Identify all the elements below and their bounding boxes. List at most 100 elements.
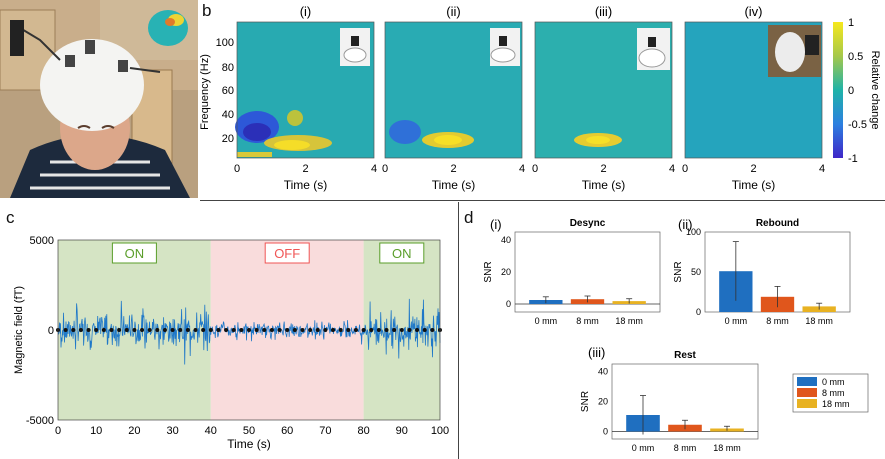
spectrogram-panel: (i) (ii) (iii) (iv) 0 2 4Time (s)10080604020F… bbox=[200, 0, 885, 200]
trigger-marker bbox=[247, 328, 251, 332]
timeseries-xlabel: Time (s) bbox=[227, 437, 271, 451]
y-tick-label: -5000 bbox=[26, 415, 54, 427]
trigger-marker bbox=[270, 328, 274, 332]
trigger-marker bbox=[163, 328, 167, 332]
spectrogram-xlabel: Time (s) bbox=[284, 178, 328, 192]
trigger-marker bbox=[369, 328, 373, 332]
trigger-marker bbox=[262, 328, 266, 332]
trigger-marker bbox=[109, 328, 113, 332]
trigger-marker bbox=[216, 328, 220, 332]
x-tick-label: 40 bbox=[205, 425, 217, 437]
y-tick-label: 20 bbox=[501, 267, 511, 277]
trigger-marker bbox=[346, 328, 350, 332]
spectrogram-ii bbox=[385, 22, 522, 158]
spectrogram-xlabel: Time (s) bbox=[582, 178, 626, 192]
x-tick-label: 2 bbox=[750, 163, 756, 175]
trigger-marker bbox=[239, 328, 243, 332]
legend-label: 8 mm bbox=[822, 388, 845, 398]
trigger-marker bbox=[285, 328, 289, 332]
x-tick-label: 8 mm bbox=[674, 443, 697, 453]
y-tick-label: 20 bbox=[598, 397, 608, 407]
chart-sublabel: (iii) bbox=[588, 345, 605, 360]
legend-swatch bbox=[797, 399, 817, 408]
chart-title: Desync bbox=[570, 218, 606, 229]
trigger-marker bbox=[64, 328, 68, 332]
trigger-marker bbox=[300, 328, 304, 332]
trigger-marker bbox=[339, 328, 343, 332]
x-tick-label: 0 bbox=[532, 163, 538, 175]
trigger-marker bbox=[377, 328, 381, 332]
spectrogram-label: (i) bbox=[300, 4, 312, 19]
trigger-marker bbox=[323, 328, 327, 332]
spectrogram-iv bbox=[685, 22, 822, 158]
colorbar bbox=[833, 22, 843, 158]
x-tick-label: 2 bbox=[600, 163, 606, 175]
y-tick-label: 40 bbox=[501, 235, 511, 245]
spectrogram-xlabel: Time (s) bbox=[432, 178, 476, 192]
chart-title: Rest bbox=[674, 350, 696, 361]
legend-label: 18 mm bbox=[822, 399, 850, 409]
trigger-marker bbox=[354, 328, 358, 332]
x-tick-label: 70 bbox=[319, 425, 331, 437]
y-tick-label: 60 bbox=[222, 85, 234, 97]
chart-ylabel: SNR bbox=[673, 261, 684, 282]
x-tick-label: 90 bbox=[396, 425, 408, 437]
trigger-marker bbox=[255, 328, 259, 332]
condition-label: OFF bbox=[274, 246, 300, 261]
spectrogram-ylabel: Frequency (Hz) bbox=[200, 54, 211, 130]
trigger-marker bbox=[308, 328, 312, 332]
trigger-marker bbox=[87, 328, 91, 332]
legend-swatch bbox=[797, 388, 817, 397]
trigger-marker bbox=[79, 328, 83, 332]
legend-swatch bbox=[797, 377, 817, 386]
x-tick-label: 0 bbox=[682, 163, 688, 175]
trigger-marker bbox=[224, 328, 228, 332]
bar-chart-rest: Rest (iii) 0 20 40 SNR 0 mm 8 mm 18 mm bbox=[580, 345, 758, 453]
x-tick-label: 60 bbox=[281, 425, 293, 437]
trigger-marker bbox=[140, 328, 144, 332]
chart-sublabel: (i) bbox=[490, 217, 502, 232]
colorbar-label: Relative change bbox=[869, 51, 881, 130]
x-tick-label: 0 bbox=[55, 425, 61, 437]
y-tick-label: 0 bbox=[603, 427, 608, 437]
condition-label: ON bbox=[125, 246, 145, 261]
trigger-marker bbox=[232, 328, 236, 332]
trigger-marker bbox=[293, 328, 297, 332]
timeseries-ylabel: Magnetic field (fT) bbox=[13, 286, 25, 374]
x-tick-label: 100 bbox=[431, 425, 449, 437]
trigger-marker bbox=[278, 328, 282, 332]
x-tick-label: 8 mm bbox=[576, 316, 599, 326]
y-tick-label: 40 bbox=[222, 109, 234, 121]
spectrogram-i bbox=[235, 22, 374, 158]
timeseries-panel: ON OFF ON 50000-50000 10 20 30 40 50 60 70 80 90 100… bbox=[0, 202, 458, 459]
trigger-marker bbox=[201, 328, 205, 332]
condition-label: ON bbox=[392, 246, 412, 261]
colorbar-tick: -1 bbox=[848, 153, 858, 165]
trigger-marker bbox=[362, 328, 366, 332]
y-tick-label: 20 bbox=[222, 133, 234, 145]
y-tick-label: 0 bbox=[696, 307, 701, 317]
y-tick-label: 80 bbox=[222, 62, 234, 74]
y-tick-label: 50 bbox=[691, 267, 701, 277]
trigger-marker bbox=[209, 328, 213, 332]
trigger-marker bbox=[102, 328, 106, 332]
x-tick-label: 18 mm bbox=[615, 316, 643, 326]
trigger-marker bbox=[178, 328, 182, 332]
colorbar-tick: -0.5 bbox=[848, 119, 867, 131]
colorbar-tick: 1 bbox=[848, 17, 854, 29]
trigger-marker bbox=[392, 328, 396, 332]
x-tick-label: 18 mm bbox=[713, 443, 741, 453]
separator-top bbox=[200, 200, 885, 201]
x-tick-label: 8 mm bbox=[766, 316, 789, 326]
trigger-marker bbox=[415, 328, 419, 332]
spectrogram-label: (iv) bbox=[744, 4, 762, 19]
spectrogram-label: (ii) bbox=[446, 4, 460, 19]
trigger-marker bbox=[132, 328, 136, 332]
x-tick-label: 2 bbox=[450, 163, 456, 175]
chart-title: Rebound bbox=[756, 218, 799, 229]
x-tick-label: 2 bbox=[302, 163, 308, 175]
trigger-marker bbox=[186, 328, 190, 332]
y-tick-label: 100 bbox=[216, 37, 234, 49]
x-tick-label: 10 bbox=[90, 425, 102, 437]
